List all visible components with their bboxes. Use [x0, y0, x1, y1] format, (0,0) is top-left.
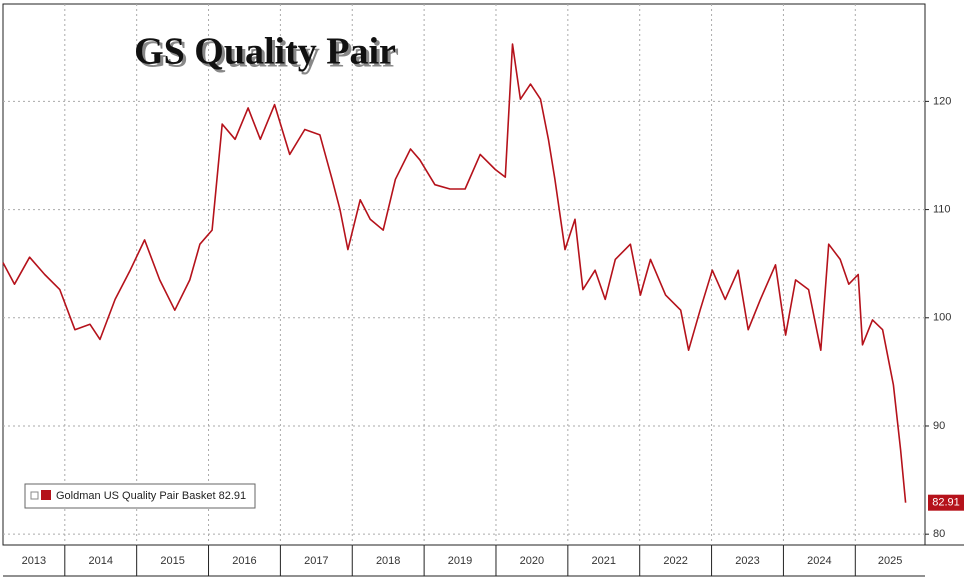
x-tick-label: 2021	[592, 555, 616, 567]
x-tick-label: 2024	[807, 555, 831, 567]
x-tick-label: 2016	[232, 555, 256, 567]
chart-title-shadow: GS Quality Pair	[137, 34, 399, 76]
x-tick-label: 2014	[88, 555, 112, 567]
x-tick-label: 2019	[448, 555, 472, 567]
legend-value: 82.91	[219, 490, 247, 502]
legend: Goldman US Quality Pair Basket 82.91	[24, 483, 256, 509]
legend-name: Goldman US Quality Pair Basket	[56, 490, 216, 502]
chart-title: GS Quality Pair	[134, 31, 396, 73]
x-tick-label: 2015	[160, 555, 184, 567]
legend-swatch	[41, 490, 51, 500]
plot	[2, 43, 907, 503]
legend-icon	[30, 491, 39, 500]
y-tick-label: 120	[933, 95, 951, 107]
x-tick-label: 2018	[376, 555, 400, 567]
x-tick-label: 2013	[22, 555, 46, 567]
legend-box	[24, 483, 256, 509]
x-tick-label: 2023	[735, 555, 759, 567]
series-line	[2, 43, 907, 503]
y-tick-label: 80	[933, 528, 945, 540]
x-tick-label: 2020	[520, 555, 544, 567]
x-tick-label: 2025	[878, 555, 902, 567]
last-value-tag	[928, 494, 964, 511]
last-value-label: 82.91	[932, 497, 960, 509]
y-tick-label: 110	[933, 203, 951, 215]
x-tick-label: 2022	[663, 555, 687, 567]
legend-label: Goldman US Quality Pair Basket 82.91	[56, 490, 246, 502]
y-tick-label: 100	[933, 312, 951, 324]
x-tick-label: 2017	[304, 555, 328, 567]
y-tick-label: 90	[933, 420, 945, 432]
